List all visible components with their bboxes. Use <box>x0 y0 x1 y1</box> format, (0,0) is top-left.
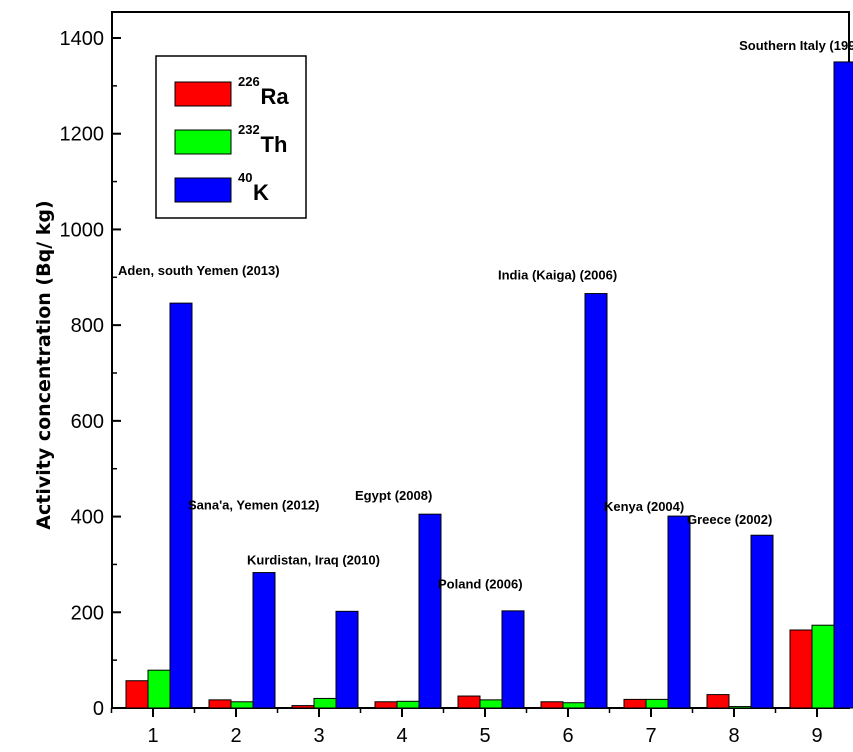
y-tick-label: 400 <box>71 507 104 529</box>
bar-annotation: Kenya (2004) <box>604 499 684 514</box>
bar-k <box>501 610 525 709</box>
legend-mass-number: 226 <box>238 74 260 89</box>
y-tick-label: 200 <box>71 602 104 624</box>
x-tick-label: 9 <box>811 725 822 747</box>
bar-th <box>811 624 835 709</box>
bar-ra <box>540 701 564 709</box>
bar-k <box>750 534 774 709</box>
x-tick-label: 8 <box>728 725 739 747</box>
bar-annotation: India (Kaiga) (2006) <box>498 268 617 283</box>
bar-ra <box>789 629 813 709</box>
x-tick-label: 2 <box>230 725 241 747</box>
bar-k <box>833 61 853 709</box>
bar-ra <box>291 705 315 709</box>
bar-k <box>335 610 359 709</box>
bar-annotation: Egypt (2008) <box>355 488 432 503</box>
bar-th <box>479 699 503 709</box>
bar-annotation: Sana'a, Yemen (2012) <box>188 497 320 512</box>
bar-ra <box>706 694 730 709</box>
y-axis-title: Activity concentration (Bq/ kg) <box>33 200 55 529</box>
bar-ra <box>208 699 232 709</box>
legend-swatch-k <box>174 177 232 203</box>
bar-annotation: Kurdistan, Iraq (2010) <box>247 552 380 567</box>
legend-label-th: Th <box>261 132 288 157</box>
y-tick-label: 1200 <box>60 124 105 146</box>
bar-annotation: Greece (2002) <box>687 512 772 527</box>
bar-k <box>667 515 691 709</box>
x-tick-label: 5 <box>479 725 490 747</box>
bar-ra <box>457 695 481 709</box>
bar-k <box>584 293 608 709</box>
bar-th <box>396 700 420 709</box>
legend-swatch-th <box>174 129 232 155</box>
bar-th <box>230 701 254 709</box>
bar-th <box>562 702 586 709</box>
bar-th <box>728 706 752 709</box>
x-tick-label: 3 <box>313 725 324 747</box>
y-tick-label: 0 <box>93 698 104 720</box>
y-tick-label: 1400 <box>60 28 105 50</box>
x-tick-label: 7 <box>645 725 656 747</box>
bar-k <box>252 572 276 709</box>
bar-annotation: Poland (2006) <box>438 576 523 591</box>
bar-annotation: Southern Italy (1997) <box>739 38 853 53</box>
y-tick-label: 1000 <box>60 219 105 241</box>
bar-ra <box>623 698 647 709</box>
legend-label-k: K <box>253 180 269 205</box>
x-tick-label: 4 <box>396 725 407 747</box>
x-tick-label: 6 <box>562 725 573 747</box>
bar-ra <box>374 701 398 709</box>
legend-mass-number: 232 <box>238 122 260 137</box>
y-tick-label: 600 <box>71 411 104 433</box>
bar-th <box>313 697 337 709</box>
bar-ra <box>125 680 149 709</box>
bar-th <box>147 669 171 709</box>
bar-k <box>169 302 193 709</box>
bar-k <box>418 513 442 709</box>
x-tick-label: 1 <box>147 725 158 747</box>
bar-annotation: Aden, south Yemen (2013) <box>118 263 280 278</box>
y-tick-label: 800 <box>71 315 104 337</box>
legend-mass-number: 40 <box>238 170 252 185</box>
bar-th <box>645 698 669 709</box>
legend-label-ra: Ra <box>261 84 290 109</box>
legend-swatch-ra <box>174 81 232 107</box>
